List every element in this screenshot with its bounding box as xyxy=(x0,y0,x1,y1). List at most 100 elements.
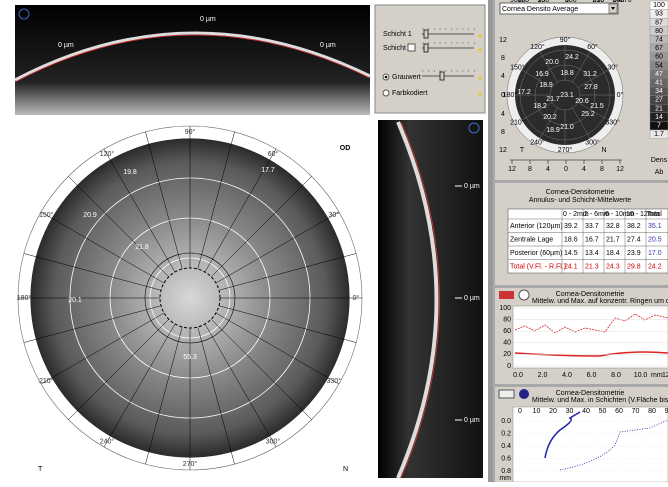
density-value: 20.2 xyxy=(543,114,557,121)
scale-label: 21 xyxy=(655,105,663,112)
slider-dot xyxy=(456,70,458,72)
scale-footer: Ab xyxy=(655,169,664,176)
spoke xyxy=(211,176,312,277)
spoke xyxy=(204,148,277,273)
slider-dot xyxy=(473,70,475,72)
crosshair-icon[interactable] xyxy=(18,8,30,20)
y-tick-label: 60 xyxy=(503,328,511,335)
eye-label: OD xyxy=(340,145,351,152)
table-cell: 18.4 xyxy=(606,250,620,257)
x: 150° xyxy=(538,0,553,4)
table-cell: 24.2 xyxy=(648,263,662,270)
table-cell: 35.1 xyxy=(648,223,662,230)
y-tick-label: 0.0 xyxy=(501,418,511,425)
scale-label: 80 xyxy=(655,28,663,35)
x-tick-label: 8.0 xyxy=(611,372,621,379)
radio[interactable] xyxy=(382,89,390,97)
scheimpflug-image xyxy=(15,5,370,115)
spoke xyxy=(572,107,591,139)
angle-label: 210° xyxy=(510,118,525,126)
x-tick-label: 20 xyxy=(549,408,557,415)
scale-cell xyxy=(649,129,668,139)
side-image xyxy=(378,120,483,478)
slider-dot xyxy=(451,70,452,72)
scale-label: 87 xyxy=(655,19,663,26)
thickness-label: 0 µm xyxy=(464,183,480,190)
spoke xyxy=(211,319,312,420)
axis-label: 8 xyxy=(600,166,604,173)
map-value: 17.7 xyxy=(261,167,275,174)
thickness-label: 0 µm xyxy=(464,417,480,424)
scale-label: 60 xyxy=(655,54,663,61)
map-value: 21.8 xyxy=(135,244,149,251)
slider-thumb[interactable] xyxy=(439,71,445,81)
slider-dot xyxy=(445,42,447,44)
density-value: 18.2 xyxy=(533,103,547,110)
table-cell: 14.5 xyxy=(564,250,578,257)
row-header: Zentrale Lage xyxy=(510,236,553,243)
slider-dot xyxy=(422,70,424,72)
axis-label: 0 xyxy=(564,166,568,173)
slider-dot xyxy=(462,28,464,30)
density-value: 20.6 xyxy=(575,98,589,105)
slider-dot xyxy=(468,28,470,30)
slider-thumb[interactable] xyxy=(423,29,429,39)
crosshair-icon[interactable] xyxy=(468,122,480,134)
mean-curve xyxy=(544,411,581,459)
dropdown[interactable] xyxy=(499,2,619,15)
y-tick-label: 80 xyxy=(503,316,511,323)
rings-icon[interactable] xyxy=(518,289,530,301)
spoke xyxy=(572,51,591,83)
angle-label: 330° xyxy=(605,118,620,126)
row-header: Anterior (120µm) xyxy=(510,223,563,230)
map-value: 55.3 xyxy=(183,354,197,361)
unit-label: mm xyxy=(651,372,663,379)
density-value: 18.9 xyxy=(546,127,560,134)
slider-dot xyxy=(428,42,430,44)
thickness-label: 0 µm xyxy=(320,42,336,49)
x: 300° xyxy=(613,0,628,4)
column-header: 0 - 2mm xyxy=(563,211,589,218)
map-value: 20.9 xyxy=(83,212,97,219)
indicator xyxy=(478,34,482,38)
scale-label: 74 xyxy=(655,37,663,44)
axis-label: 12 xyxy=(508,166,516,173)
slider-dot xyxy=(468,42,470,44)
table-cell: 33.7 xyxy=(585,223,599,230)
table-bg xyxy=(507,208,668,274)
chart-icon[interactable] xyxy=(499,291,514,299)
spoke xyxy=(103,323,176,448)
slider-thumb[interactable] xyxy=(423,43,429,53)
spoke xyxy=(539,51,558,83)
checkbox[interactable] xyxy=(407,43,416,52)
slider-dot xyxy=(433,42,435,44)
x-tick-label: 0 xyxy=(518,408,522,415)
axis-label: 12 xyxy=(499,147,507,154)
spoke xyxy=(577,102,609,121)
x: 30° xyxy=(538,0,549,4)
scale-label: 27 xyxy=(655,97,663,104)
layers-icon[interactable] xyxy=(519,389,529,399)
angle-label: 0° xyxy=(617,91,624,99)
density-value: 20.0 xyxy=(545,59,559,66)
chart-icon[interactable] xyxy=(498,389,515,399)
density-value: 18.8 xyxy=(560,70,574,77)
y-tick-label: 0.4 xyxy=(501,443,511,450)
scale-label: 67 xyxy=(655,45,663,52)
table-cell: 18.6 xyxy=(564,236,578,243)
scale-label: 1.7 xyxy=(654,131,664,138)
slider-dot xyxy=(445,70,447,72)
scale-label: 100 xyxy=(653,2,665,9)
spoke xyxy=(197,131,235,270)
scale-label: 14 xyxy=(655,114,663,121)
x-tick-label: 70 xyxy=(632,408,640,415)
side-label: T xyxy=(520,147,525,154)
angle-label: 90° xyxy=(185,128,196,136)
spoke xyxy=(577,69,609,88)
cornea-arc xyxy=(14,31,371,82)
slider-dot xyxy=(439,70,441,72)
table-cell: 39.2 xyxy=(564,223,578,230)
table-cell: 24.1 xyxy=(564,263,578,270)
splitter[interactable] xyxy=(488,0,493,482)
